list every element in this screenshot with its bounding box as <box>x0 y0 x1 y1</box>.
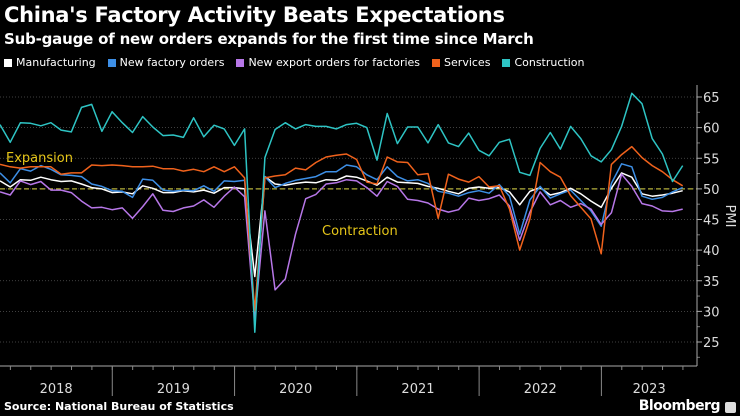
legend: Manufacturing New factory orders New exp… <box>4 56 584 69</box>
grid <box>0 96 697 343</box>
legend-swatch <box>4 58 12 67</box>
y-tick-label: 40 <box>703 244 720 259</box>
y-tick-label: 50 <box>703 183 720 198</box>
x-tick-label: 2021 <box>401 382 434 397</box>
legend-swatch <box>107 58 116 67</box>
bloomberg-chart-icon <box>725 402 736 413</box>
legend-label: Construction <box>514 56 585 69</box>
series-line-construction <box>0 92 684 333</box>
series-line-manufacturing <box>0 172 683 278</box>
legend-swatch <box>236 58 245 67</box>
y-axis-label: PMI <box>722 205 737 228</box>
x-tick-label: 2022 <box>524 382 557 397</box>
series-line-new-factory-orders <box>0 163 683 317</box>
legend-item-new-export-orders: New export orders for factories <box>236 56 420 69</box>
legend-swatch <box>502 58 511 67</box>
axes: 25 30 35 40 45 50 55 60 65 2018 2019 2020 2021 2022 20… <box>0 85 720 397</box>
bloomberg-logo: Bloomberg <box>638 398 721 414</box>
chart-subtitle: Sub-gauge of new orders expands for the … <box>4 30 534 48</box>
legend-swatch <box>432 58 441 67</box>
y-tick-label: 45 <box>703 214 720 229</box>
legend-item-manufacturing: Manufacturing <box>4 56 96 69</box>
legend-item-services: Services <box>432 56 490 69</box>
y-tick-label: 30 <box>703 305 720 320</box>
y-tick-label: 25 <box>703 336 720 351</box>
source-note: Source: National Bureau of Statistics <box>4 400 234 413</box>
expansion-label: Expansion <box>6 151 73 166</box>
y-tick-label: 65 <box>703 91 720 106</box>
legend-item-construction: Construction <box>502 56 584 69</box>
y-tick-label: 35 <box>703 275 720 290</box>
legend-label: Services <box>444 56 491 69</box>
x-tick-label: 2023 <box>633 382 666 397</box>
x-tick-label: 2020 <box>279 382 312 397</box>
legend-item-new-factory-orders: New factory orders <box>107 56 225 69</box>
y-tick-label: 55 <box>703 152 720 167</box>
x-tick-label: 2019 <box>157 382 190 397</box>
series-line-services <box>0 145 684 312</box>
series-lines <box>0 92 684 333</box>
y-tick-label: 60 <box>703 122 720 137</box>
chart-title: China's Factory Activity Beats Expectati… <box>4 3 505 27</box>
contraction-label: Contraction <box>322 224 398 239</box>
legend-label: New export orders for factories <box>248 56 421 69</box>
legend-label: New factory orders <box>119 56 225 69</box>
series-line-new-export-orders-for-factories <box>0 173 683 321</box>
x-tick-label: 2018 <box>40 382 73 397</box>
legend-label: Manufacturing <box>16 56 96 69</box>
